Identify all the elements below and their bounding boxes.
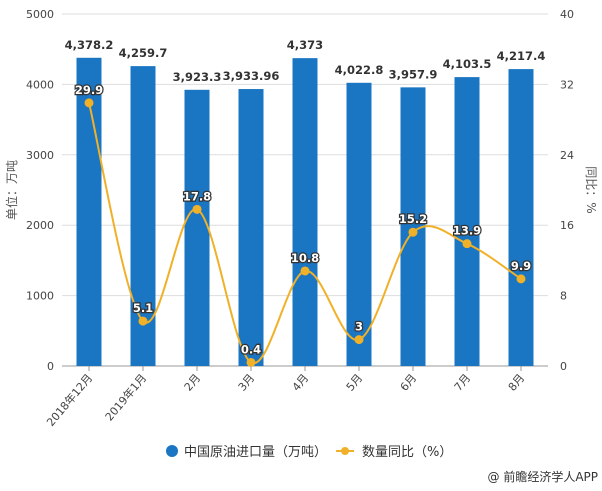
- y2-tick-label: 24: [560, 149, 574, 162]
- x-tick-label: 3月: [236, 372, 258, 394]
- line-value-label: 13.9: [453, 224, 481, 238]
- y2-tick-label: 40: [560, 8, 574, 21]
- legend-bar-label: 中国原油进口量（万吨）: [184, 445, 327, 460]
- bar-value-label: 4,373: [287, 38, 323, 52]
- line-point: [354, 335, 364, 345]
- x-tick-label: 2月: [182, 372, 204, 394]
- legend-line-label: 数量同比（%）: [362, 445, 452, 460]
- x-tick-label: 7月: [452, 372, 474, 394]
- x-tick-label: 4月: [290, 372, 312, 394]
- line-point: [84, 98, 94, 108]
- bar-value-label: 4,103.5: [443, 57, 492, 71]
- bar: [508, 69, 534, 367]
- line-value-label: 10.8: [291, 251, 319, 265]
- x-tick-label: 6月: [398, 372, 420, 394]
- y-tick-label: 2000: [26, 219, 54, 232]
- line-value-label: 17.8: [183, 189, 211, 203]
- line-value-label: 3: [355, 320, 363, 334]
- source-credit: @ 前瞻经济学人APP: [488, 469, 599, 484]
- legend: 中国原油进口量（万吨） 数量同比（%）: [166, 445, 452, 460]
- legend-line-dot: [341, 447, 349, 455]
- line-point: [516, 274, 526, 284]
- line-point: [300, 266, 310, 276]
- bar: [292, 58, 318, 366]
- y-tick-label: 3000: [26, 149, 54, 162]
- y-tick-label: 1000: [26, 290, 54, 303]
- legend-bar-marker: [166, 445, 178, 457]
- bar-value-label: 3,957.9: [389, 67, 438, 81]
- line-point: [462, 239, 472, 249]
- bar: [184, 89, 210, 366]
- x-tick-label: 2018年12月: [43, 371, 95, 429]
- bar-value-label: 4,217.4: [497, 49, 546, 63]
- bar: [454, 77, 480, 367]
- bar: [238, 89, 264, 366]
- y-axis-title: 单位：万吨: [4, 160, 19, 220]
- y2-tick-label: 8: [560, 290, 567, 303]
- line-value-label: 9.9: [511, 259, 531, 273]
- y2-tick-label: 32: [560, 78, 574, 91]
- bar-value-label: 4,259.7: [119, 46, 168, 60]
- x-tick-label: 2019年1月: [102, 371, 149, 424]
- bar: [76, 57, 102, 366]
- line-point: [408, 227, 418, 237]
- line-point: [246, 357, 256, 367]
- line-value-label: 15.2: [399, 212, 427, 226]
- y2-tick-label: 0: [560, 360, 567, 373]
- bar-value-label: 4,022.8: [335, 63, 384, 77]
- x-tick-label: 8月: [506, 372, 528, 394]
- line-point: [138, 316, 148, 326]
- y2-axis-title: 同比：%: [584, 166, 598, 213]
- bar: [130, 66, 156, 366]
- y-tick-label: 5000: [26, 8, 54, 21]
- y-tick-label: 0: [47, 360, 54, 373]
- line-value-label: 5.1: [133, 301, 153, 315]
- x-tick-label: 5月: [344, 372, 366, 394]
- bar-value-label: 3,933.96: [223, 69, 280, 83]
- line-value-label: 29.9: [75, 83, 103, 97]
- bar-value-label: 4,378.2: [65, 38, 114, 52]
- bar-value-label: 3,923.3: [173, 70, 222, 84]
- bar: [346, 82, 372, 367]
- y-tick-label: 4000: [26, 78, 54, 91]
- y2-tick-label: 16: [560, 219, 574, 232]
- line-value-label: 0.4: [241, 342, 261, 356]
- line-point: [192, 204, 202, 214]
